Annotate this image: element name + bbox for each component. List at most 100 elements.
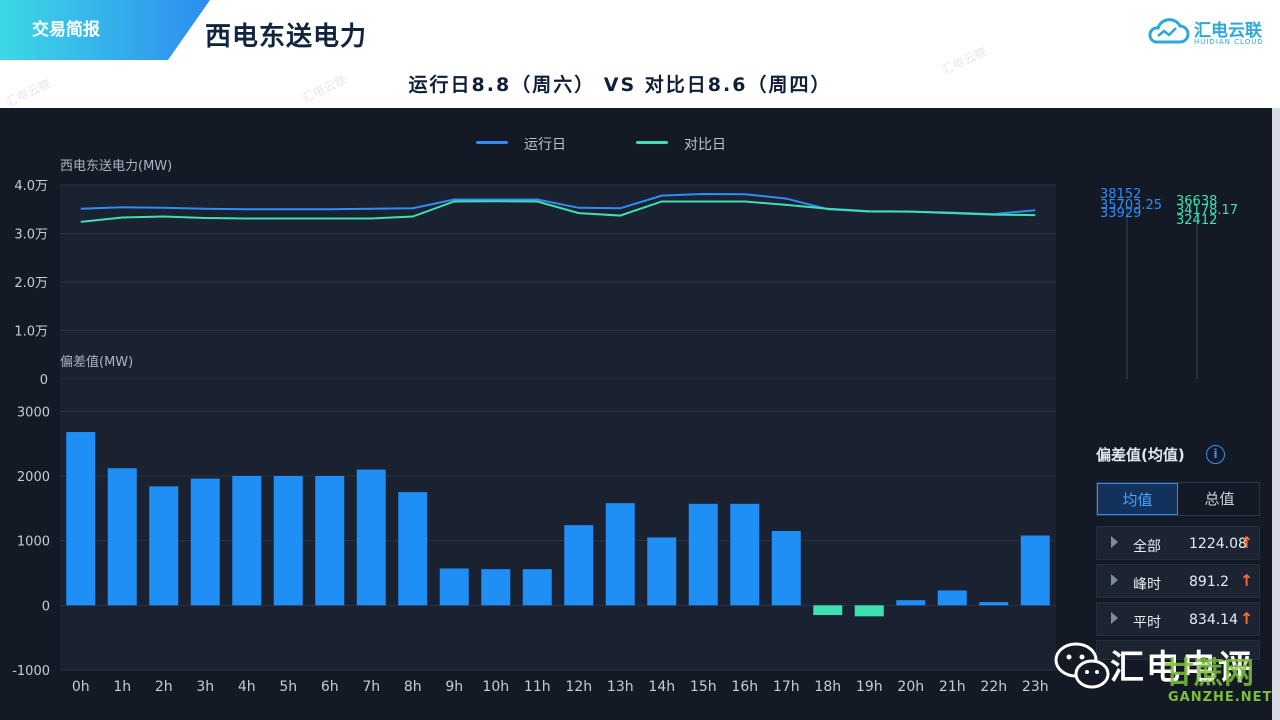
x-tick-label: 15h xyxy=(690,679,717,695)
chart-canvas: 西电东送电力(MW) 0 1.0万 2.0万 3.0万 4.0万 3815235703.25… xyxy=(12,159,1238,695)
expand-caret-icon xyxy=(1111,574,1118,586)
stat-value: 891.2 xyxy=(1189,574,1230,590)
deviation-bar xyxy=(190,478,220,606)
y-tick-label: 4.0万 xyxy=(14,179,48,194)
y-tick-label: 2000 xyxy=(17,470,50,485)
y-tick-label: 0 xyxy=(42,599,50,614)
x-tick-label: 0h xyxy=(72,679,90,695)
brand-subtitle: HUIDIAN CLOUD xyxy=(1194,38,1264,46)
deviation-bar xyxy=(149,486,179,606)
x-tick-label: 19h xyxy=(856,679,883,695)
x-tick-label: 20h xyxy=(897,679,924,695)
deviation-bar xyxy=(398,492,428,606)
deviation-bar xyxy=(439,568,469,606)
legend-label: 对比日 xyxy=(684,137,726,153)
x-tick-label: 3h xyxy=(196,679,214,695)
x-tick-label: 11h xyxy=(524,679,551,695)
stat-label: 峰时 xyxy=(1133,577,1161,593)
deviation-bar xyxy=(66,432,96,606)
up-arrow-icon: ↑ xyxy=(1240,571,1254,590)
x-tick-label: 21h xyxy=(939,679,966,695)
x-tick-label: 7h xyxy=(362,679,380,695)
deviation-bar xyxy=(771,530,801,606)
up-arrow-icon: ↑ xyxy=(1240,609,1254,628)
section-tag-label: 交易简报 xyxy=(32,20,100,40)
x-tick-label: 23h xyxy=(1022,679,1049,695)
wechat-icon xyxy=(1054,642,1110,689)
x-tick-label: 1h xyxy=(113,679,131,695)
deviation-bar xyxy=(564,525,594,606)
cloud-icon xyxy=(1148,18,1190,44)
deviation-bar xyxy=(937,590,967,606)
run-day-side-label: 35703.25 xyxy=(1100,198,1162,213)
comparison-subtitle: 运行日8.8（周六） VS 对比日8.6（周四） xyxy=(408,74,832,96)
deviation-tabs: 均值 总值 xyxy=(1096,482,1260,516)
series-line-1 xyxy=(80,200,1036,223)
x-tick-label: 10h xyxy=(482,679,509,695)
tab-average[interactable]: 均值 xyxy=(1097,483,1178,515)
deviation-bar xyxy=(730,503,760,606)
x-tick-label: 5h xyxy=(279,679,297,695)
chart-panel: 运行日 对比日 西电东送电力(MW) 0 1.0万 2.0万 3.0万 4.0万 38152… xyxy=(0,108,1280,720)
deviation-bar xyxy=(315,476,345,606)
stat-row-flat[interactable]: 平时 834.14 ↑ xyxy=(1096,602,1260,636)
stat-value: 1224.08 xyxy=(1189,536,1247,552)
y-tick-label: 3.0万 xyxy=(14,228,48,243)
run-day-side-label: 33929 xyxy=(1100,206,1141,221)
run-day-side-label: 38152 xyxy=(1100,187,1141,202)
deviation-bar xyxy=(232,476,262,606)
y-tick-label: 1000 xyxy=(17,535,50,550)
stat-row-peak[interactable]: 峰时 891.2 ↑ xyxy=(1096,564,1260,598)
x-tick-label: 12h xyxy=(565,679,592,695)
stat-row-all[interactable]: 全部 1224.08 ↑ xyxy=(1096,526,1260,560)
site-watermark-url: GANZHE.NET xyxy=(1168,690,1273,705)
y-axis-title: 偏差值(MW) xyxy=(60,354,133,370)
deviation-bar xyxy=(273,476,303,606)
x-tick-label: 4h xyxy=(238,679,256,695)
deviation-bar xyxy=(813,605,843,616)
x-tick-label: 2h xyxy=(155,679,173,695)
compare-day-side-label: 34178.17 xyxy=(1176,203,1238,218)
deviation-bar xyxy=(896,600,926,606)
stat-label: 平时 xyxy=(1133,615,1161,631)
deviation-bar xyxy=(356,469,386,606)
site-watermark-logo: 甘蔗网 xyxy=(1164,656,1254,691)
x-tick-label: 22h xyxy=(980,679,1007,695)
compare-day-side-label: 32412 xyxy=(1176,213,1217,228)
legend-swatch xyxy=(476,141,508,144)
deviation-panel-title: 偏差值(均值) xyxy=(1096,446,1185,464)
deviation-bar xyxy=(481,569,511,606)
section-tag: 交易简报 xyxy=(0,0,210,60)
x-tick-label: 16h xyxy=(731,679,758,695)
legend-label: 运行日 xyxy=(524,137,566,153)
compare-day-side-label: 36638 xyxy=(1176,194,1217,209)
stat-label: 全部 xyxy=(1133,539,1161,555)
deviation-bar xyxy=(522,569,552,606)
expand-caret-icon xyxy=(1111,536,1118,548)
deviation-bar xyxy=(688,503,718,606)
info-icon[interactable]: i xyxy=(1206,445,1225,464)
brand-logo: 汇电云联 HUIDIAN CLOUD xyxy=(1146,14,1272,50)
x-tick-label: 14h xyxy=(648,679,675,695)
page-title: 西电东送电力 xyxy=(205,22,368,52)
deviation-bar xyxy=(979,602,1009,606)
deviation-bar xyxy=(605,503,635,606)
stat-value: 834.14 xyxy=(1189,612,1238,628)
deviation-bar xyxy=(1020,535,1050,606)
deviation-bar xyxy=(854,605,884,617)
y-tick-label: 2.0万 xyxy=(14,276,48,291)
stat-row-partial[interactable] xyxy=(1096,640,1260,660)
y-tick-label: -1000 xyxy=(12,664,50,679)
footer-brand: 汇电电评 xyxy=(1110,648,1254,688)
x-tick-label: 9h xyxy=(445,679,463,695)
tab-total[interactable]: 总值 xyxy=(1204,490,1235,508)
header-bar: 交易简报 西电东送电力 汇电云联 HUIDIAN CLOUD 汇电云联 汇电云联… xyxy=(0,0,1280,109)
y-tick-label: 0 xyxy=(40,373,48,388)
y-tick-label: 1.0万 xyxy=(14,325,48,340)
up-arrow-icon: ↑ xyxy=(1240,533,1254,552)
x-tick-label: 13h xyxy=(607,679,634,695)
brand-name: 汇电云联 xyxy=(1194,21,1262,41)
legend-swatch xyxy=(636,141,668,144)
y-axis-title: 西电东送电力(MW) xyxy=(60,159,172,174)
y-tick-label: 3000 xyxy=(17,405,50,420)
